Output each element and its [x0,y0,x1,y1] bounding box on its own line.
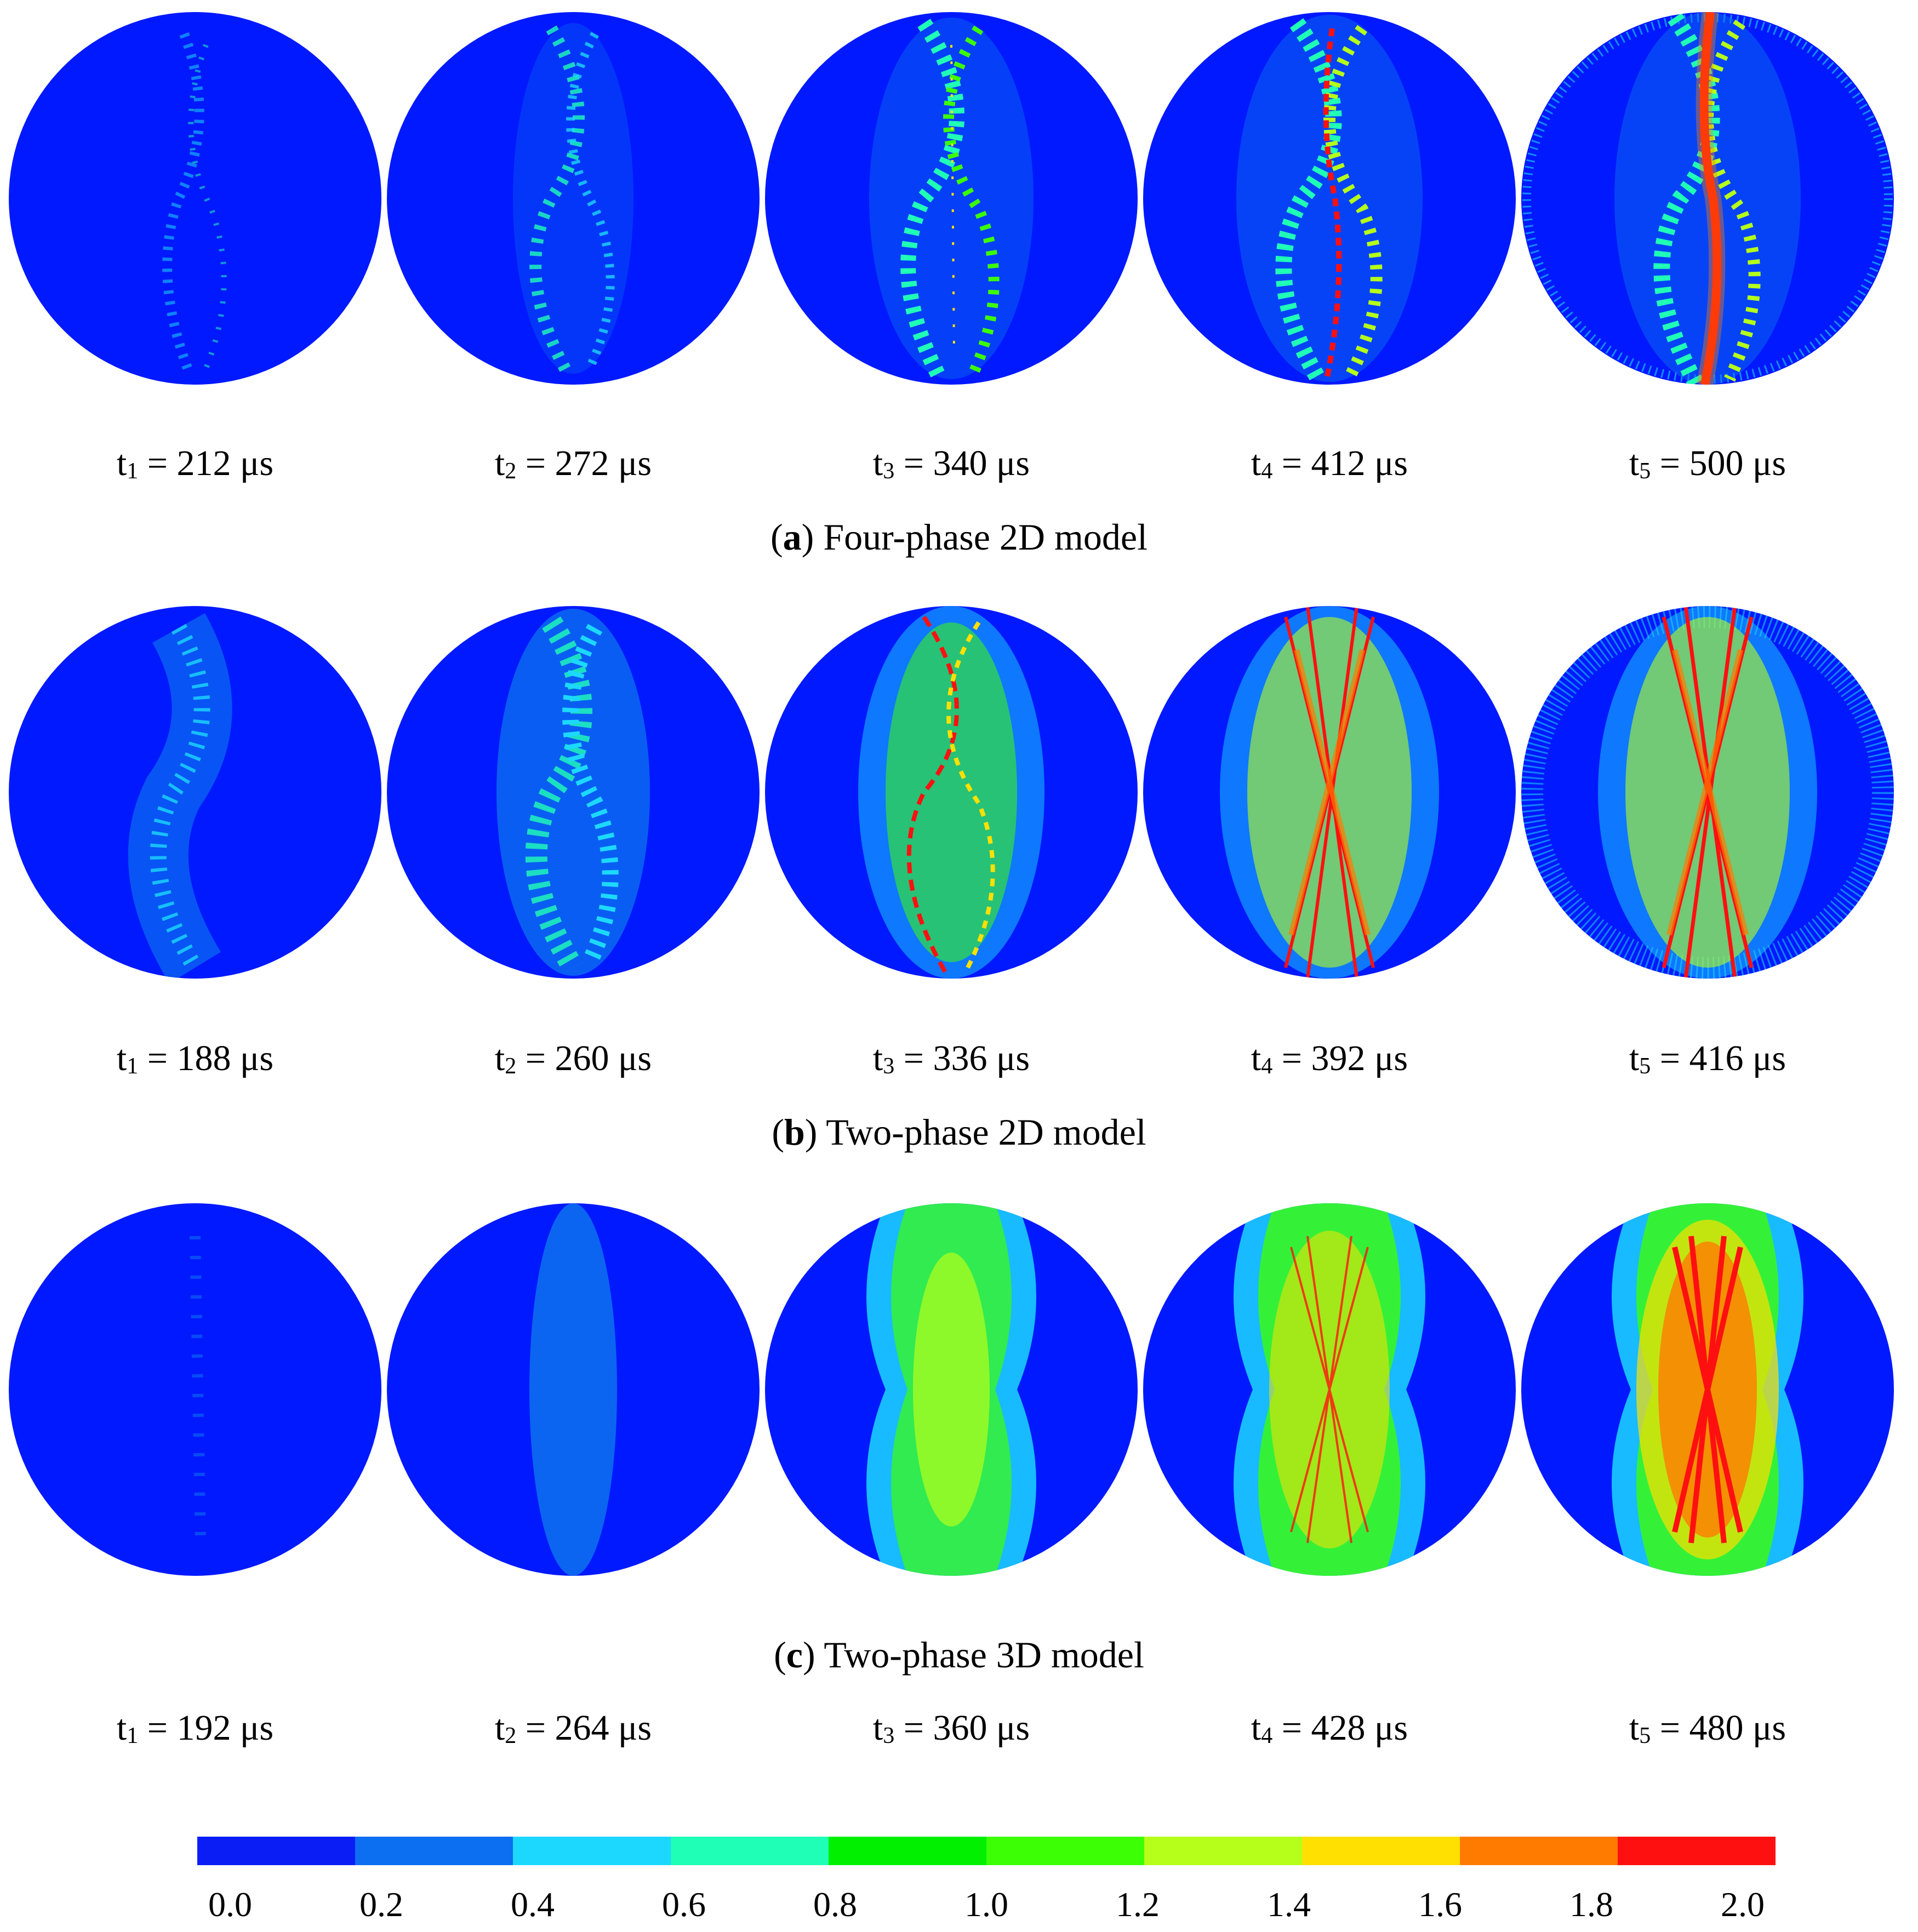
contour-plot [9,12,381,385]
time-label: t3 = 336 μs [872,1038,1030,1079]
disk-b-4 [1143,606,1516,979]
colorbar-tick-label: 1.2 [1116,1885,1160,1924]
colorbar-tick-label: 0.8 [813,1885,857,1924]
colorbar-tick-label: 1.4 [1267,1885,1311,1924]
disk-a-4 [1143,12,1516,385]
contour-plot [765,606,1138,979]
time-label: t1 = 188 μs [116,1038,274,1079]
colorbar-segment [671,1837,829,1865]
colorbar-segment [1302,1837,1460,1865]
disk-c-4 [1143,1203,1516,1576]
disk-b-5 [1521,606,1894,979]
contour-plot [387,1203,760,1576]
disk-c-2 [387,1203,760,1576]
contour-plot [1521,12,1894,385]
colorbar-tick-label: 2.0 [1721,1885,1765,1924]
colorbar-tick-label: 0.2 [359,1885,403,1924]
contour-plot [1521,606,1894,979]
colorbar-segment [986,1837,1144,1865]
colorbar [197,1837,1776,1865]
disk-b-3 [765,606,1138,979]
time-label: t3 = 360 μs [872,1708,1030,1748]
disk-c-1 [9,1203,381,1576]
time-label: t2 = 260 μs [494,1038,652,1079]
time-label: t4 = 412 μs [1251,443,1408,484]
disk-a-3 [765,12,1138,385]
disk-b-2 [387,606,760,979]
disk-c-3 [765,1203,1138,1576]
panel-caption-c: (c) Two-phase 3D model [774,1634,1144,1676]
contour-plot [387,12,760,385]
colorbar-tick-label: 0.0 [208,1885,252,1924]
colorbar-tick-label: 1.6 [1418,1885,1462,1924]
time-label: t5 = 500 μs [1629,443,1786,484]
time-label: t2 = 272 μs [494,443,652,484]
disk-b-1 [9,606,381,979]
contour-plot [1521,1203,1894,1576]
contour-plot [9,606,381,979]
contour-plot [9,1203,381,1576]
colorbar-segment [1460,1837,1618,1865]
time-label: t4 = 392 μs [1251,1038,1408,1079]
time-label: t2 = 264 μs [494,1708,652,1748]
colorbar-tick-label: 0.4 [511,1885,555,1924]
colorbar-tick-label: 1.8 [1569,1885,1613,1924]
panel-caption-b: (b) Two-phase 2D model [772,1111,1146,1153]
panel-caption-a: (a) Four-phase 2D model [770,516,1148,558]
disk-c-5 [1521,1203,1894,1576]
disk-a-1 [9,12,381,385]
contour-plot [765,12,1138,385]
time-label: t5 = 480 μs [1629,1708,1786,1748]
colorbar-segment [355,1837,513,1865]
contour-plot [765,1203,1138,1576]
disk-a-5 [1521,12,1894,385]
colorbar-segment [1144,1837,1302,1865]
colorbar-segment [197,1837,355,1865]
contour-plot [387,606,760,979]
contour-plot [1143,12,1516,385]
time-label: t1 = 212 μs [116,443,274,484]
time-label: t5 = 416 μs [1629,1038,1786,1079]
colorbar-tick-label: 1.0 [964,1885,1008,1924]
contour-plot [1143,1203,1516,1576]
contour-plot [1143,606,1516,979]
time-label: t1 = 192 μs [116,1708,274,1748]
time-label: t4 = 428 μs [1251,1708,1408,1748]
disk-a-2 [387,12,760,385]
time-label: t3 = 340 μs [872,443,1030,484]
colorbar-segment [1618,1837,1776,1865]
colorbar-segment [829,1837,986,1865]
colorbar-tick-label: 0.6 [662,1885,706,1924]
colorbar-segment [513,1837,671,1865]
